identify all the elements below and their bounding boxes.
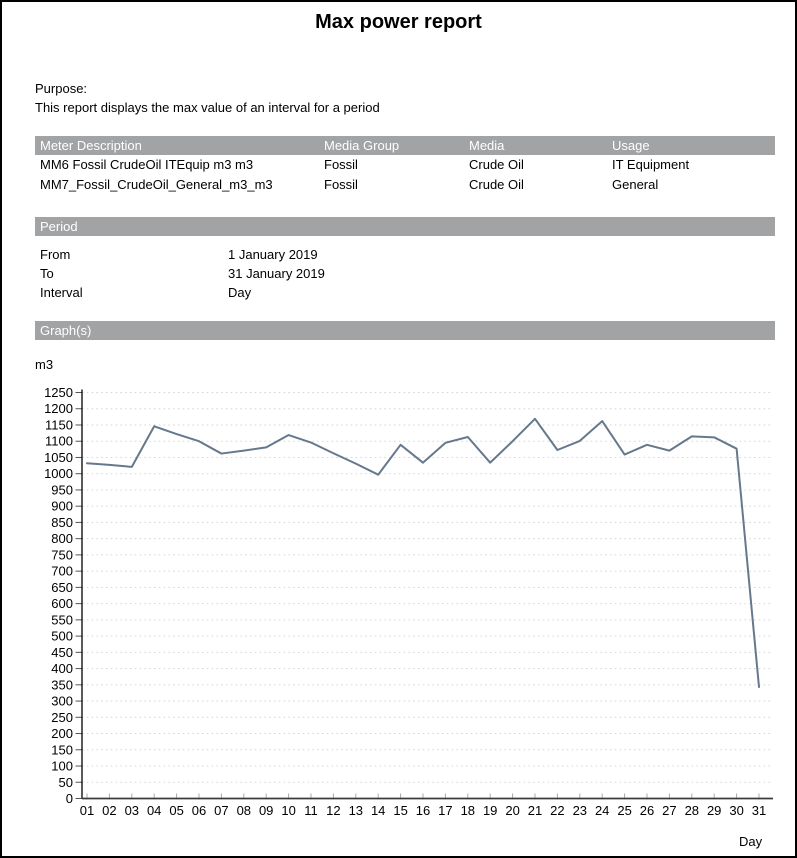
x-tick-label: 05 (169, 803, 183, 818)
period-row-label: From (40, 247, 71, 262)
period-row: Interval Day (35, 283, 775, 302)
y-tick-label: 100 (51, 759, 73, 774)
x-tick-label: 20 (505, 803, 519, 818)
y-tick-label: 1200 (44, 401, 73, 416)
table-cell: General (612, 177, 659, 192)
meter-table-header: Meter Description Media Group Media Usag… (35, 136, 775, 155)
x-tick-label: 08 (237, 803, 251, 818)
y-tick-label: 900 (51, 499, 73, 514)
x-tick-label: 06 (192, 803, 206, 818)
column-header-usage: Usage (612, 138, 650, 153)
x-tick-label: 16 (416, 803, 430, 818)
x-tick-label: 19 (483, 803, 497, 818)
table-cell: IT Equipment (612, 157, 690, 172)
y-tick-label: 400 (51, 661, 73, 676)
x-tick-label: 18 (461, 803, 475, 818)
y-tick-label: 200 (51, 726, 73, 741)
x-tick-label: 01 (80, 803, 94, 818)
page-title: Max power report (315, 11, 482, 33)
period-row-value: 1 January 2019 (228, 247, 318, 262)
y-tick-label: 250 (51, 710, 73, 725)
x-tick-label: 25 (617, 803, 631, 818)
x-tick-label: 04 (147, 803, 161, 818)
purpose-label: Purpose: (35, 81, 88, 96)
line-chart-svg: 0501001502002503003504004505005506006507… (44, 385, 773, 818)
purpose-text: This report displays the max value of an… (35, 100, 380, 115)
y-tick-label: 1050 (44, 450, 73, 465)
x-tick-label: 30 (729, 803, 743, 818)
graphs-section-header: Graph(s) (35, 321, 775, 340)
y-tick-label: 850 (51, 515, 73, 530)
x-tick-label: 29 (707, 803, 721, 818)
x-tick-label: 09 (259, 803, 273, 818)
y-tick-label: 650 (51, 580, 73, 595)
x-tick-label: 07 (214, 803, 228, 818)
y-tick-label: 800 (51, 531, 73, 546)
x-tick-label: 03 (125, 803, 139, 818)
y-tick-label: 0 (66, 791, 73, 806)
y-tick-label: 500 (51, 629, 73, 644)
x-tick-label: 15 (393, 803, 407, 818)
column-header-media-group: Media Group (324, 138, 400, 153)
table-cell: MM6 Fossil CrudeOil ITEquip m3 m3 (40, 157, 254, 172)
graphs-section-header-label: Graph(s) (40, 323, 92, 338)
period-row: From 1 January 2019 (35, 245, 775, 264)
y-tick-label: 150 (51, 742, 73, 757)
x-tick-label: 24 (595, 803, 609, 818)
x-axis-title: Day (739, 834, 763, 849)
period-row-value: 31 January 2019 (228, 266, 325, 282)
x-tick-label: 27 (662, 803, 676, 818)
y-tick-label: 300 (51, 694, 73, 709)
period-row-value: Day (228, 285, 252, 301)
x-tick-label: 11 (304, 803, 318, 818)
x-tick-label: 02 (102, 803, 116, 818)
x-tick-label: 13 (349, 803, 363, 818)
period-row-label: To (40, 266, 54, 282)
y-tick-label: 950 (51, 482, 73, 497)
table-cell: Fossil (324, 157, 358, 172)
period-row: To 31 January 2019 (35, 264, 775, 283)
y-tick-label: 550 (51, 612, 73, 627)
y-tick-label: 600 (51, 596, 73, 611)
table-cell: Crude Oil (469, 157, 524, 172)
y-tick-label: 450 (51, 645, 73, 660)
x-tick-label: 14 (371, 803, 385, 818)
table-cell: MM7_Fossil_CrudeOil_General_m3_m3 (40, 177, 273, 192)
y-tick-label: 50 (59, 775, 73, 790)
x-tick-label: 17 (438, 803, 452, 818)
x-tick-label: 12 (326, 803, 340, 818)
period-section-header: Period (35, 217, 775, 236)
period-rows: From 1 January 2019 To 31 January 2019 Inter… (35, 245, 775, 303)
period-row-label: Interval (40, 285, 83, 301)
y-tick-label: 1150 (45, 417, 73, 432)
x-tick-label: 22 (550, 803, 564, 818)
y-tick-label: 1250 (44, 385, 73, 400)
y-tick-label: 350 (51, 677, 73, 692)
x-tick-label: 23 (573, 803, 587, 818)
x-tick-label: 26 (640, 803, 654, 818)
column-header-meter-description: Meter Description (40, 138, 142, 153)
table-cell: Fossil (324, 177, 358, 192)
series-line (86, 417, 760, 689)
x-tick-label: 10 (281, 803, 295, 818)
y-tick-label: 1000 (44, 466, 73, 481)
meter-table-rows: MM6 Fossil CrudeOil ITEquip m3 m3 Fossil C… (35, 155, 775, 195)
x-tick-label: 31 (752, 803, 766, 818)
x-tick-label: 28 (685, 803, 699, 818)
period-section-header-label: Period (40, 219, 78, 234)
column-header-media: Media (469, 138, 505, 153)
x-tick-label: 21 (528, 803, 542, 818)
y-tick-label: 1100 (45, 434, 73, 449)
y-tick-label: 750 (51, 547, 73, 562)
y-tick-label: 700 (51, 564, 73, 579)
table-cell: Crude Oil (469, 177, 524, 192)
y-axis-unit-label: m3 (35, 357, 54, 372)
table-row: MM6 Fossil CrudeOil ITEquip m3 m3 Fossil C… (35, 155, 775, 175)
table-row: MM7_Fossil_CrudeOil_General_m3_m3 Fossil C… (35, 175, 775, 195)
